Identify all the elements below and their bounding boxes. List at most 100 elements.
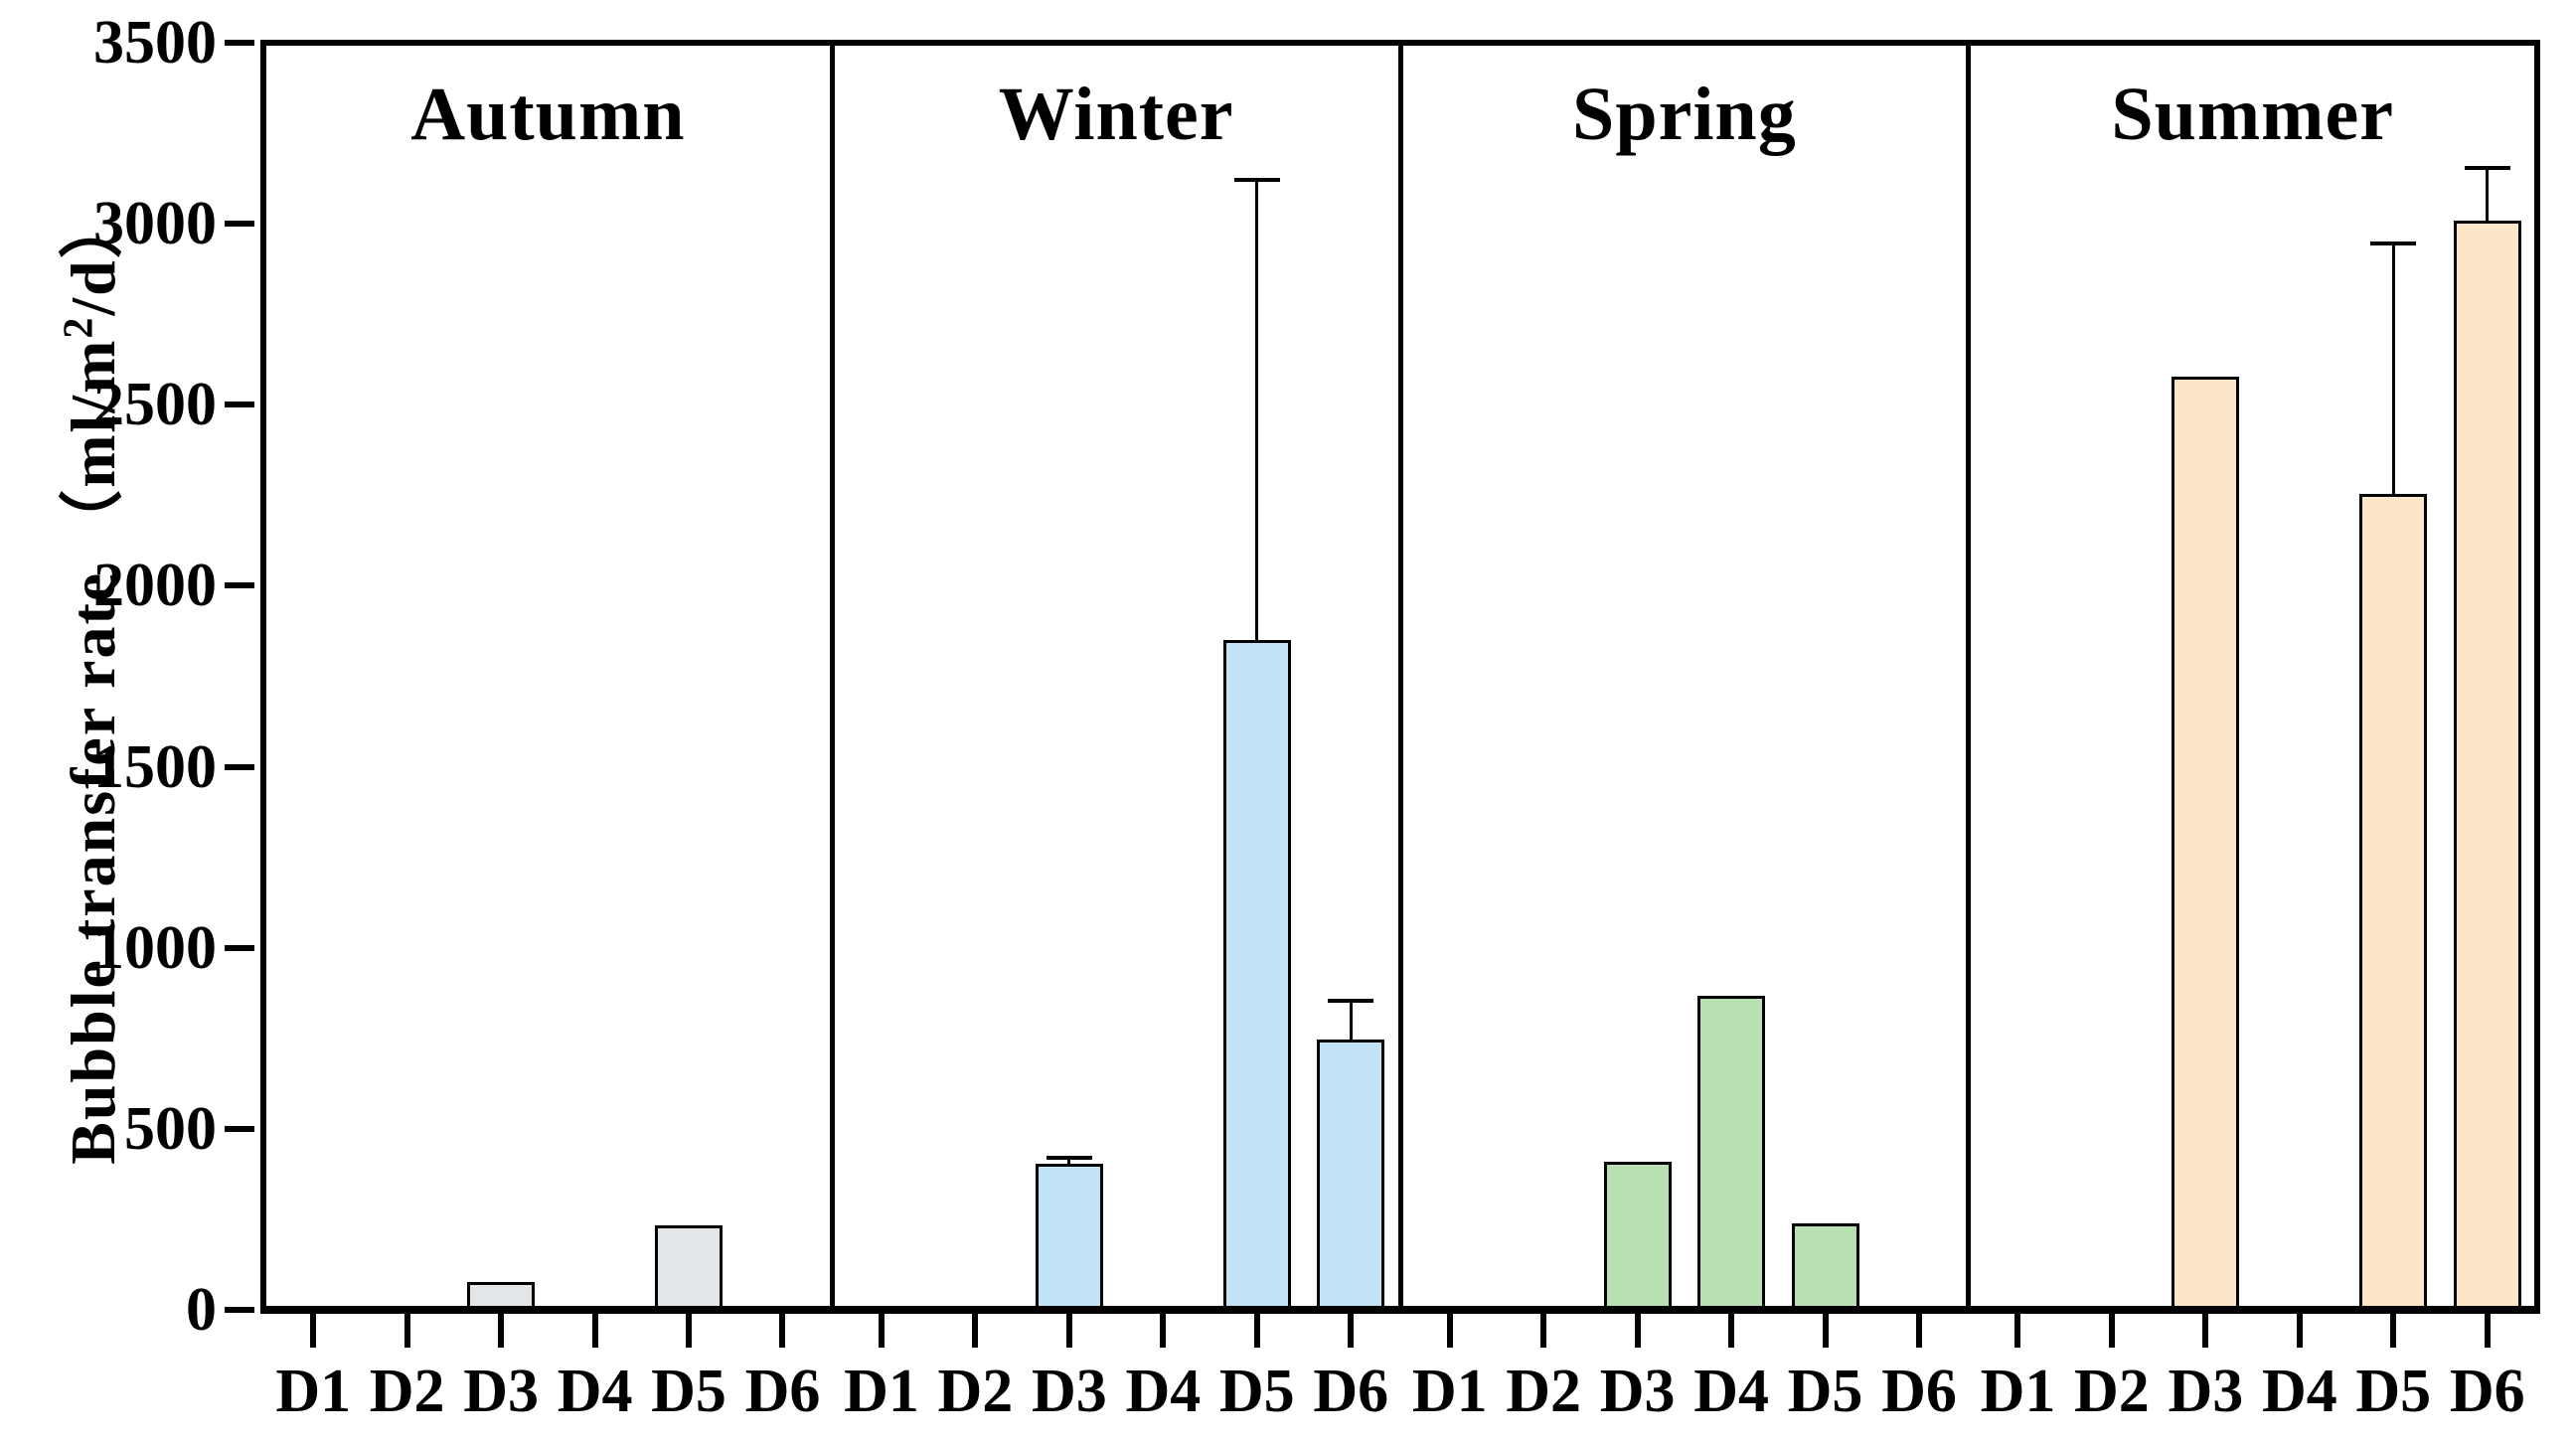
x-tick-spring-d3	[1634, 1314, 1641, 1348]
y-tick-label-1500: 1500	[93, 732, 217, 801]
slot-spring-d4: D4	[1685, 46, 1778, 1425]
slot-winter-d4: D4	[1116, 46, 1209, 1425]
x-label-winter-d2: D2	[937, 1358, 1014, 1425]
slots-spring: D1 D2 D3 D4 D5 D6	[1403, 46, 1967, 1425]
slot-winter-d5: D5	[1210, 46, 1304, 1425]
plot-frame: Autumn D1 D2 D3 D4 D5 D6 Winter D1 D2 D3 D4 D5 D6 Spri…	[260, 40, 2540, 1425]
errorbar-winter-d3	[1046, 1155, 1092, 1165]
slots-winter: D1 D2 D3 D4 D5 D6	[835, 46, 1398, 1425]
slot-spring-d1: D1	[1403, 46, 1497, 1425]
slot-spring-d3: D3	[1590, 46, 1684, 1425]
season-title-summer: Summer	[2111, 73, 2394, 156]
x-label-summer-d2: D2	[2074, 1358, 2150, 1425]
slot-autumn-d6: D6	[735, 46, 829, 1425]
x-label-autumn-d1: D1	[275, 1358, 352, 1425]
x-tick-autumn-d1	[310, 1314, 317, 1348]
x-label-spring-d1: D1	[1411, 1358, 1488, 1425]
x-tick-summer-d2	[2108, 1314, 2115, 1348]
panel-spring: Spring D1 D2 D3 D4 D5 D6	[1403, 46, 1972, 1425]
slot-winter-d1: D1	[835, 46, 928, 1425]
slot-autumn-d1: D1	[266, 46, 360, 1425]
errorbar-winter-d5	[1233, 178, 1280, 641]
bar-winter-d3	[1035, 1163, 1103, 1306]
panel-summer: Summer D1 D2 D3 D4 D5 D6	[1971, 46, 2534, 1425]
y-tick-label-3000: 3000	[93, 190, 217, 258]
errorbar-summer-d5	[2370, 241, 2417, 496]
bar-winter-d6	[1317, 1039, 1385, 1306]
errorbar-stem-winter-d5	[1255, 182, 1259, 641]
x-tick-spring-d4	[1728, 1314, 1735, 1348]
y-tick-label-2500: 2500	[93, 371, 217, 439]
x-tick-summer-d6	[2484, 1314, 2491, 1348]
x-label-autumn-d6: D6	[744, 1358, 821, 1425]
panel-winter: Winter D1 D2 D3 D4 D5 D6	[835, 46, 1403, 1425]
errorbar-cap-summer-d6	[2464, 165, 2510, 170]
x-label-summer-d5: D5	[2355, 1358, 2432, 1425]
errorbar-stem-summer-d6	[2486, 169, 2490, 222]
x-label-spring-d5: D5	[1787, 1358, 1863, 1425]
x-tick-winter-d4	[1160, 1314, 1167, 1348]
x-label-summer-d1: D1	[1980, 1358, 2056, 1425]
errorbar-winter-d6	[1328, 999, 1374, 1041]
x-tick-autumn-d4	[591, 1314, 598, 1348]
season-title-winter: Winter	[998, 73, 1234, 156]
y-tick-2000	[225, 582, 254, 589]
x-label-autumn-d2: D2	[369, 1358, 445, 1425]
bar-spring-d5	[1791, 1222, 1859, 1306]
x-tick-winter-d3	[1065, 1314, 1072, 1348]
season-panels: Autumn D1 D2 D3 D4 D5 D6 Winter D1 D2 D3 D4 D5 D6 Spri…	[266, 46, 2534, 1425]
panel-autumn: Autumn D1 D2 D3 D4 D5 D6	[266, 46, 835, 1425]
slot-summer-d3: D3	[2159, 46, 2252, 1425]
errorbar-stem-summer-d5	[2391, 244, 2395, 496]
slot-summer-d5: D5	[2346, 46, 2440, 1425]
bar-spring-d4	[1697, 996, 1766, 1306]
x-label-autumn-d3: D3	[463, 1358, 540, 1425]
errorbar-stem-winter-d6	[1349, 1003, 1353, 1041]
x-tick-winter-d2	[972, 1314, 979, 1348]
x-label-summer-d3: D3	[2168, 1358, 2244, 1425]
errorbar-stem-winter-d3	[1067, 1159, 1071, 1165]
x-label-autumn-d4: D4	[557, 1358, 633, 1425]
slots-autumn: D1 D2 D3 D4 D5 D6	[266, 46, 830, 1425]
y-tick-label-1000: 1000	[93, 913, 217, 982]
x-label-spring-d4: D4	[1693, 1358, 1769, 1425]
bar-summer-d6	[2453, 220, 2521, 1306]
x-tick-autumn-d6	[779, 1314, 786, 1348]
slot-winter-d6: D6	[1304, 46, 1397, 1425]
x-label-winter-d6: D6	[1313, 1358, 1389, 1425]
y-tick-label-3500: 3500	[93, 9, 217, 77]
x-tick-summer-d3	[2202, 1314, 2209, 1348]
y-tick-0	[225, 1307, 254, 1313]
slot-summer-d2: D2	[2065, 46, 2159, 1425]
x-label-winter-d1: D1	[844, 1358, 919, 1425]
slot-summer-d6: D6	[2441, 46, 2534, 1425]
slot-winter-d2: D2	[928, 46, 1022, 1425]
x-label-spring-d3: D3	[1599, 1358, 1676, 1425]
errorbar-summer-d6	[2464, 165, 2510, 222]
y-tick-500	[225, 1125, 254, 1132]
y-tick-label-0: 0	[186, 1276, 217, 1344]
x-tick-spring-d5	[1822, 1314, 1829, 1348]
x-tick-spring-d2	[1540, 1314, 1547, 1348]
x-tick-autumn-d5	[686, 1314, 693, 1348]
y-axis-title: Bubble transfer rate （ml/m2/d）	[42, 193, 133, 1165]
slot-autumn-d2: D2	[360, 46, 453, 1425]
bar-autumn-d5	[655, 1224, 724, 1306]
slots-summer: D1 D2 D3 D4 D5 D6	[1971, 46, 2534, 1425]
slot-autumn-d4: D4	[548, 46, 641, 1425]
y-tick-3500	[225, 40, 254, 46]
y-tick-1000	[225, 944, 254, 951]
x-label-winter-d5: D5	[1218, 1358, 1295, 1425]
slot-autumn-d5: D5	[642, 46, 735, 1425]
slot-winter-d3: D3	[1023, 46, 1116, 1425]
season-title-spring: Spring	[1572, 73, 1797, 156]
y-tick-1500	[225, 763, 254, 770]
x-tick-autumn-d2	[403, 1314, 410, 1348]
y-tick-label-2000: 2000	[93, 552, 217, 620]
errorbar-cap-winter-d3	[1046, 1155, 1092, 1160]
x-label-spring-d2: D2	[1506, 1358, 1582, 1425]
errorbar-cap-winter-d5	[1233, 178, 1280, 183]
y-axis-title-superscript: 2	[56, 315, 102, 339]
slot-spring-d6: D6	[1872, 46, 1966, 1425]
x-tick-autumn-d3	[498, 1314, 505, 1348]
